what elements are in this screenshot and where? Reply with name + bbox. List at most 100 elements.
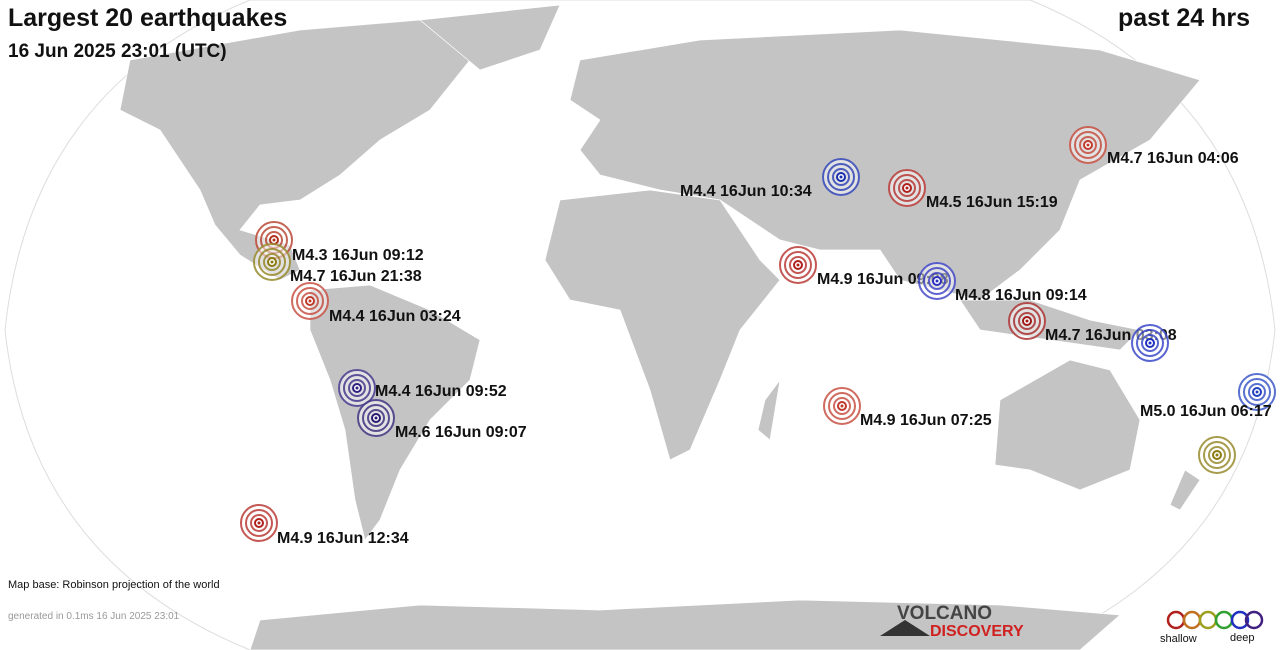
quake-marker <box>338 369 376 407</box>
legend-shallow: shallow <box>1160 633 1197 645</box>
marker-ring <box>263 253 281 271</box>
quake-label: M4.8 16Jun 09:14 <box>955 287 1087 304</box>
marker-ring <box>245 509 273 537</box>
marker-ring <box>348 379 366 397</box>
quake-label: M4.7 16Jun 04:06 <box>1107 150 1239 167</box>
marker-ring <box>1243 378 1271 406</box>
new-zealand <box>1169 469 1201 511</box>
legend-deep: deep <box>1230 632 1254 644</box>
quake-marker <box>1008 302 1046 340</box>
quake-label: M4.6 16Jun 09:07 <box>395 424 527 441</box>
marker-dot <box>1215 453 1219 457</box>
marker-ring <box>833 397 851 415</box>
marker-ring <box>779 246 817 284</box>
marker-dot <box>840 404 844 408</box>
marker-ring <box>1008 302 1046 340</box>
marker-ring <box>367 409 385 427</box>
quake-marker <box>357 399 395 437</box>
marker-ring <box>893 174 921 202</box>
quake-marker <box>1069 126 1107 164</box>
map-base: Map base: Robinson projection of the wor… <box>8 579 220 591</box>
marker-ring <box>357 399 395 437</box>
marker-ring <box>1203 441 1231 469</box>
marker-ring <box>240 504 278 542</box>
quake-marker <box>822 158 860 196</box>
subtitle: 16 Jun 2025 23:01 (UTC) <box>8 41 227 62</box>
marker-dot <box>1255 390 1259 394</box>
marker-ring <box>1141 334 1159 352</box>
marker-ring <box>296 287 324 315</box>
quake-marker <box>1131 324 1169 362</box>
quake-label: M4.9 16Jun 12:34 <box>277 530 409 547</box>
marker-ring <box>1131 324 1169 362</box>
south-america <box>309 284 481 541</box>
madagascar <box>757 379 781 441</box>
quake-marker <box>291 282 329 320</box>
marker-dot <box>270 260 274 264</box>
quake-label: M4.4 16Jun 03:24 <box>329 308 461 325</box>
marker-ring <box>1018 312 1036 330</box>
quake-marker <box>1238 373 1276 411</box>
marker-dot <box>272 238 276 242</box>
quake-marker <box>918 262 956 300</box>
landmasses <box>119 4 1201 650</box>
logo-line2: DISCOVERY <box>930 623 1024 640</box>
marker-ring <box>258 248 286 276</box>
marker-ring <box>1136 329 1164 357</box>
marker-ring <box>928 272 946 290</box>
marker-dot <box>308 299 312 303</box>
marker-ring <box>898 179 916 197</box>
quake-marker <box>823 387 861 425</box>
quake-label: M4.4 16Jun 09:52 <box>375 383 507 400</box>
africa <box>544 189 781 461</box>
marker-ring <box>789 256 807 274</box>
generated: generated in 0.1ms 16 Jun 2025 23:01 <box>8 611 180 622</box>
marker-dot <box>1086 143 1090 147</box>
marker-ring <box>823 387 861 425</box>
title: Largest 20 earthquakes <box>8 4 287 32</box>
marker-ring <box>1069 126 1107 164</box>
quake-label: M4.3 16Jun 09:12 <box>292 247 424 264</box>
quake-marker <box>1198 436 1236 474</box>
quake-label: M5.0 16Jun 06:17 <box>1140 403 1272 420</box>
marker-ring <box>250 514 268 532</box>
marker-dot <box>257 521 261 525</box>
marker-ring <box>828 392 856 420</box>
antarctica <box>249 599 1121 650</box>
marker-dot <box>1148 341 1152 345</box>
marker-ring <box>832 168 850 186</box>
marker-ring <box>1198 436 1236 474</box>
marker-ring <box>343 374 371 402</box>
marker-ring <box>362 404 390 432</box>
marker-ring <box>822 158 860 196</box>
marker-ring <box>1013 307 1041 335</box>
quake-label: M4.4 16Jun 10:34 <box>680 183 812 200</box>
quakes: M4.7 16Jun 04:06 M4.4 16Jun 10:34 M4.5 16J… <box>240 126 1276 547</box>
marker-ring <box>1238 373 1276 411</box>
quake-label: M4.7 16Jun 21:38 <box>290 268 422 285</box>
greenland <box>419 4 561 71</box>
marker-dot <box>1025 319 1029 323</box>
marker-ring <box>301 292 319 310</box>
marker-ring <box>827 163 855 191</box>
logo-line1: VOLCANO <box>897 603 992 624</box>
marker-ring <box>888 169 926 207</box>
marker-dot <box>355 386 359 390</box>
marker-dot <box>374 416 378 420</box>
quake-marker <box>779 246 817 284</box>
marker-ring <box>1208 446 1226 464</box>
marker-ring <box>291 282 329 320</box>
marker-dot <box>905 186 909 190</box>
depth-legend <box>1166 610 1264 630</box>
quake-label: M4.5 16Jun 15:19 <box>926 194 1058 211</box>
australia <box>994 359 1141 491</box>
period: past 24 hrs <box>1118 4 1250 32</box>
marker-ring <box>1079 136 1097 154</box>
marker-ring <box>784 251 812 279</box>
quake-label: M4.9 16Jun 07:25 <box>860 412 992 429</box>
marker-ring <box>1248 383 1266 401</box>
marker-ring <box>253 243 291 281</box>
marker-dot <box>839 175 843 179</box>
